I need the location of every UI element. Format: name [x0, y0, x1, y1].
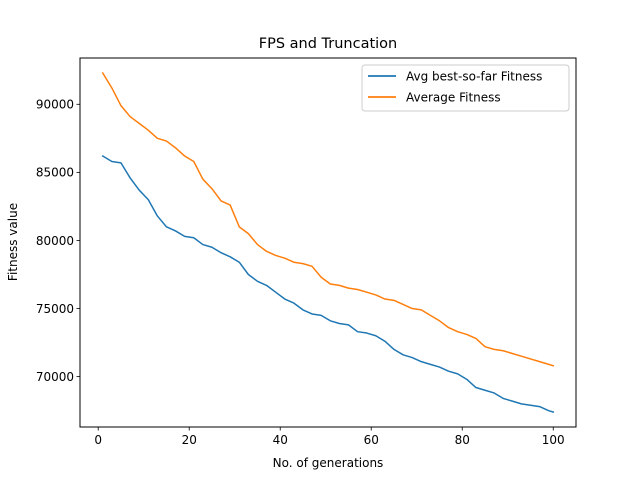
chart-title: FPS and Truncation — [259, 36, 398, 52]
y-axis-label: Fitness value — [6, 203, 20, 281]
series-line-average — [101, 71, 555, 367]
y-tick-label: 75000 — [36, 302, 74, 316]
y-tick-label: 90000 — [36, 98, 74, 112]
series-line-best-so-far — [101, 155, 555, 413]
x-tick-label: 80 — [455, 433, 470, 447]
x-tick-label: 0 — [94, 433, 102, 447]
x-tick-label: 40 — [273, 433, 288, 447]
x-axis: 0 20 40 60 80 100 — [94, 427, 565, 447]
y-tick-label: 80000 — [36, 234, 74, 248]
y-tick-label: 85000 — [36, 166, 74, 180]
x-axis-label: No. of generations — [273, 456, 384, 470]
legend-label-average: Average Fitness — [406, 91, 501, 105]
axes-frame — [79, 57, 577, 428]
y-tick-label: 70000 — [36, 370, 74, 384]
y-axis: 70000 75000 80000 85000 90000 — [36, 98, 80, 384]
x-tick-label: 20 — [182, 433, 197, 447]
legend-label-best-so-far: Avg best-so-far Fitness — [406, 70, 542, 84]
legend: Avg best-so-far Fitness Average Fitness — [361, 64, 570, 112]
legend-box — [361, 64, 570, 112]
x-tick-label: 60 — [364, 433, 379, 447]
plot-area — [101, 71, 555, 413]
x-tick-label: 100 — [542, 433, 565, 447]
